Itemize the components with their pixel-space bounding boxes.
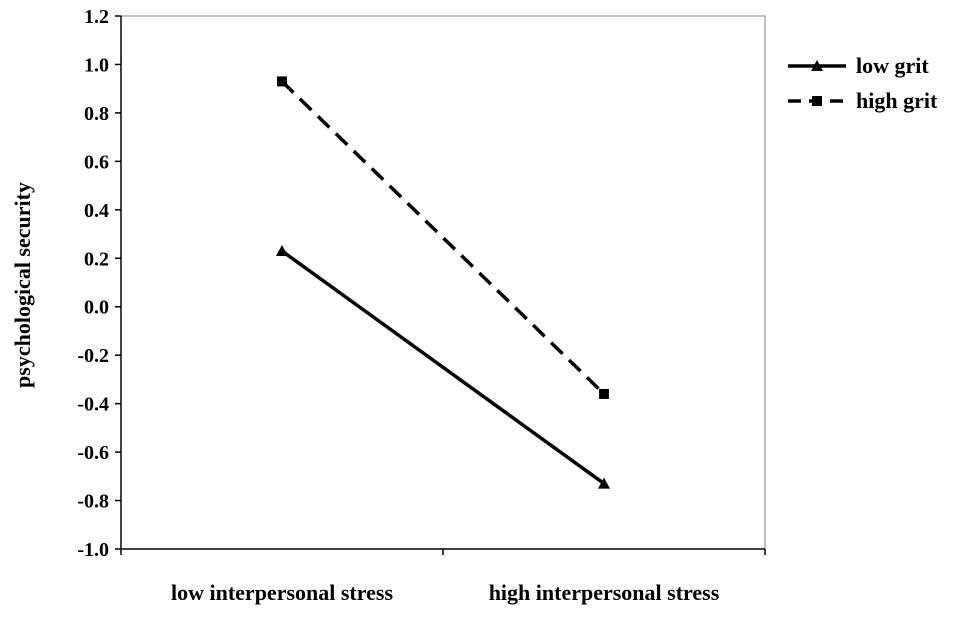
y-axis-title: psychological security bbox=[10, 182, 35, 388]
y-tick-label: -0.8 bbox=[77, 491, 109, 513]
legend-item: high grit bbox=[788, 88, 938, 113]
series-0 bbox=[276, 245, 610, 489]
y-tick-label: -0.6 bbox=[77, 442, 109, 464]
y-tick-label: 0.2 bbox=[84, 248, 109, 270]
series-layer bbox=[276, 76, 610, 489]
y-tick-label: 0.6 bbox=[84, 151, 109, 173]
y-tick-label: 1.2 bbox=[84, 6, 109, 28]
series-line bbox=[280, 249, 606, 486]
plot-area bbox=[120, 15, 766, 550]
x-axis: low interpersonal stress high interperson… bbox=[120, 549, 766, 605]
series-1 bbox=[277, 76, 609, 399]
data-point bbox=[599, 388, 609, 399]
data-point bbox=[277, 76, 287, 87]
y-tick-label: -1.0 bbox=[77, 539, 109, 561]
y-tick-label: -0.4 bbox=[77, 394, 109, 416]
y-tick-label: 0.0 bbox=[84, 297, 109, 319]
plot-border bbox=[120, 15, 766, 550]
x-category-label: high interpersonal stress bbox=[489, 580, 720, 605]
y-tick-label: -0.2 bbox=[77, 345, 109, 367]
data-point bbox=[598, 477, 610, 489]
legend-item: low grit bbox=[788, 53, 929, 78]
y-tick-label: 1.0 bbox=[84, 54, 109, 76]
y-axis: -1.0 -0.8 -0.6 -0.4 -0.2 0.0 0.2 0.4 0.6 0.8 1.0 1.… bbox=[77, 6, 121, 561]
legend-marker bbox=[812, 96, 822, 106]
x-category-label: low interpersonal stress bbox=[171, 580, 393, 605]
legend: low grit high grit bbox=[788, 53, 938, 113]
legend-marker bbox=[811, 60, 823, 71]
legend-label: high grit bbox=[856, 88, 938, 113]
y-tick-label: 0.4 bbox=[84, 200, 109, 222]
legend-label: low grit bbox=[856, 53, 929, 78]
y-tick-label: 0.8 bbox=[84, 103, 109, 125]
data-point bbox=[276, 245, 288, 257]
series-line bbox=[280, 80, 606, 396]
